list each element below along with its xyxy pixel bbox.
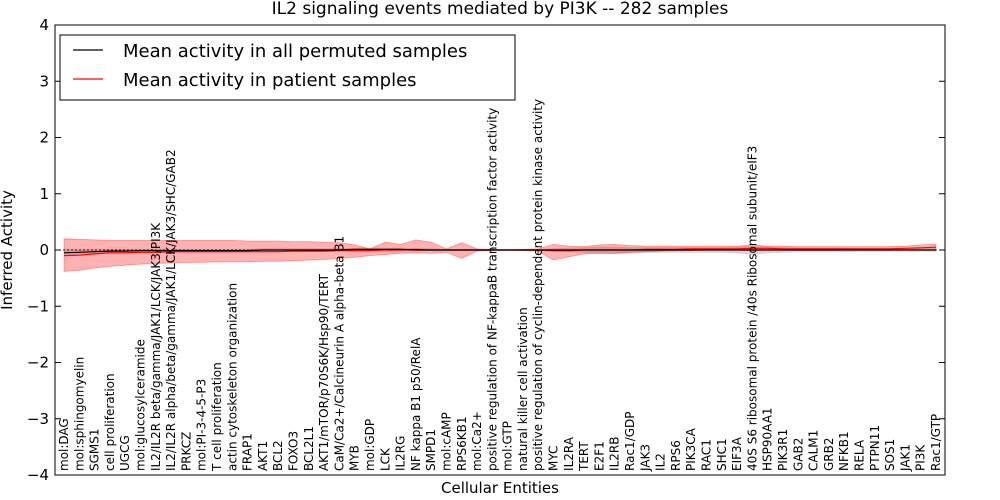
- y-tick-label: −3: [27, 410, 49, 428]
- legend-box: [59, 34, 516, 101]
- category-label: BCL2L1: [302, 426, 316, 471]
- category-label: UGCG: [118, 435, 132, 471]
- category-label: JAK1: [898, 444, 912, 472]
- category-label: T cell proliferation: [210, 362, 224, 472]
- y-axis: −4 −3 −2 −1 0 1 2 3 4: [27, 16, 945, 484]
- category-label: mol:GTP: [501, 421, 515, 471]
- category-label: 40S S6 ribosomal protein /40s Ribosomal …: [745, 146, 759, 471]
- lines-layer: [55, 246, 945, 257]
- category-label: GRB2: [822, 437, 836, 471]
- category-label: BCL2: [271, 440, 285, 471]
- y-tick-label: 3: [39, 72, 49, 90]
- legend: Mean activity in all permuted samples Me…: [59, 34, 516, 101]
- category-label: HSP90AA1: [761, 407, 775, 471]
- y-tick-label: −4: [27, 466, 49, 484]
- category-label: RELA: [853, 439, 867, 471]
- y-tick-label: −2: [27, 354, 49, 372]
- category-label: PIK3CA: [684, 427, 698, 471]
- category-label: GAB2: [791, 438, 805, 471]
- category-label: FOXO3: [287, 431, 301, 471]
- category-label: FRAP1: [241, 433, 255, 471]
- category-label: TERT: [577, 441, 591, 472]
- category-label: MYB: [348, 445, 362, 471]
- category-label: SOS1: [883, 439, 897, 471]
- category-label: IL2RA: [562, 436, 576, 471]
- category-label: RPS6: [669, 440, 683, 471]
- category-label: NFKB1: [837, 431, 851, 471]
- y-tick-label: −1: [27, 297, 49, 315]
- category-label: cell proliferation: [103, 373, 117, 471]
- category-label: Rac1/GTP: [929, 414, 943, 471]
- category-label: JAK3: [638, 444, 652, 472]
- category-label: LCK: [378, 447, 392, 471]
- category-label: NF kappa B1 p50/RelA: [409, 337, 423, 471]
- category-label: MYC: [547, 446, 561, 471]
- category-label: mol:glucosylceramide: [134, 339, 148, 471]
- category-label: AKT1/mTOR/p70S6K/Hsp90/TERT: [317, 273, 331, 471]
- category-label: SMPD1: [424, 429, 438, 471]
- y-tick-label: 1: [39, 185, 49, 203]
- x-axis-label: Cellular Entities: [441, 479, 559, 497]
- category-label: mol:PI-3-4-5-P3: [195, 379, 209, 471]
- category-label: mol:DAG: [57, 418, 71, 471]
- category-label: Rac1/GDP: [623, 411, 637, 470]
- category-label: PRKCZ: [179, 432, 193, 471]
- legend-label-patient: Mean activity in patient samples: [123, 70, 417, 91]
- category-label: positive regulation of cyclin-dependent …: [531, 99, 545, 471]
- category-label: IL2/IL2R alpha/beta/gamma/JAK1/LCK/JAK3/…: [164, 149, 178, 471]
- category-label: IL2/IL2R beta/gamma/JAK1/LCK/JAK3/PI3K: [149, 222, 163, 471]
- y-tick-label: 2: [39, 129, 49, 147]
- category-label: mol:Ca2+: [470, 411, 484, 471]
- category-label: natural killer cell activation: [516, 307, 530, 471]
- category-label: CaM/Ca2+/Calcineurin A alpha-beta B1: [332, 236, 346, 471]
- category-label: EIF3A: [730, 436, 744, 471]
- category-label: RAC1: [700, 439, 714, 471]
- category-label: mol:sphingomyelin: [72, 357, 86, 471]
- category-label: CALM1: [807, 430, 821, 471]
- category-label: positive regulation of NF-kappaB transcr…: [485, 108, 499, 471]
- category-label: AKT1: [256, 441, 270, 471]
- category-label: SGMS1: [88, 428, 102, 471]
- y-tick-label: 0: [39, 241, 49, 259]
- y-axis-label: Inferred Activity: [0, 190, 16, 310]
- category-label: mol:cAMP: [440, 412, 454, 471]
- category-label: SHC1: [715, 438, 729, 471]
- category-label: IL2RG: [394, 436, 408, 472]
- category-label: PTPN11: [868, 425, 882, 471]
- category-label: E2F1: [592, 441, 606, 471]
- category-label: PI3K: [914, 444, 928, 471]
- permuted-mean-line: [63, 248, 936, 254]
- category-labels: mol:DAG mol:sphingomyelin SGMS1 cell prolif…: [57, 99, 943, 472]
- category-label: PIK3R1: [776, 429, 790, 471]
- category-label: mol:GDP: [363, 419, 377, 471]
- chart-title: IL2 signaling events mediated by PI3K --…: [272, 0, 729, 19]
- category-label: IL2: [654, 453, 668, 471]
- category-label: actin cytoskeleton organization: [225, 283, 239, 471]
- legend-label-permuted: Mean activity in all permuted samples: [123, 41, 467, 62]
- y-tick-label: 4: [39, 16, 49, 34]
- category-label: RPS6KB1: [455, 416, 469, 471]
- category-label: IL2RB: [608, 437, 622, 471]
